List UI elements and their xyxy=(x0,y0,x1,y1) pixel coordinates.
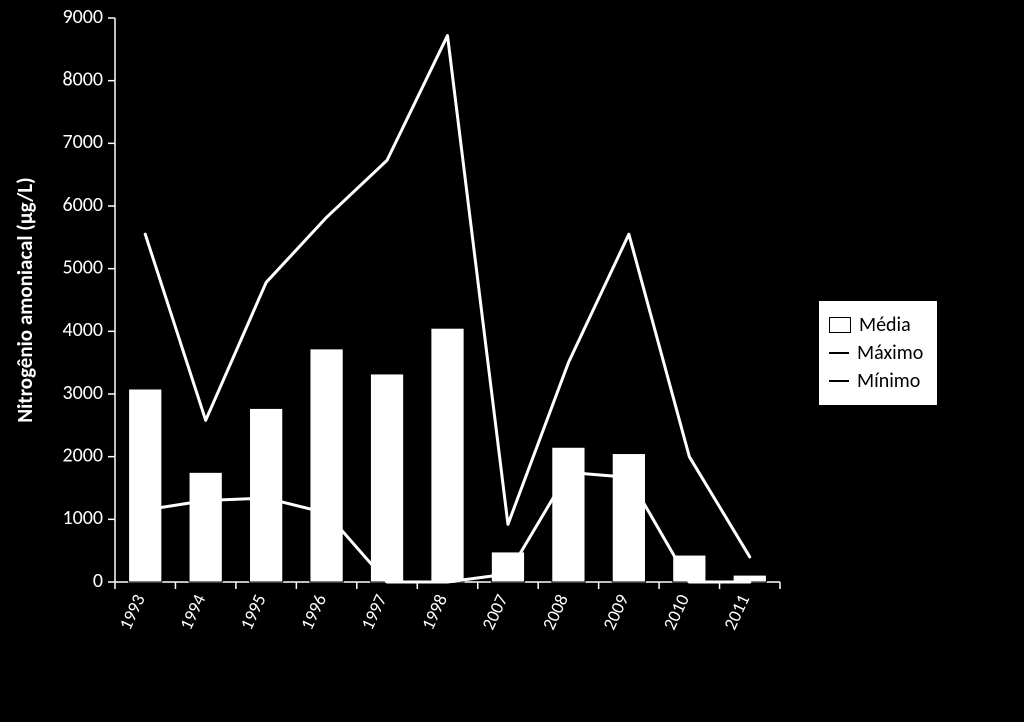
svg-text:0: 0 xyxy=(93,569,103,593)
svg-text:4000: 4000 xyxy=(62,318,103,342)
bar xyxy=(129,389,162,582)
svg-text:8000: 8000 xyxy=(62,67,103,91)
legend-swatch-bar xyxy=(829,317,851,333)
legend-swatch-line xyxy=(829,352,849,354)
legend-label: Média xyxy=(859,313,911,337)
bar xyxy=(189,472,222,582)
bar xyxy=(310,349,343,582)
legend-item-media: Média xyxy=(829,313,923,337)
svg-text:6000: 6000 xyxy=(62,193,103,217)
legend-item-maximo: Máximo xyxy=(829,341,923,365)
legend-label: Máximo xyxy=(857,341,923,365)
svg-text:1000: 1000 xyxy=(62,506,103,530)
bar xyxy=(250,408,283,582)
chart-container: 0 1000 2000 3000 4000 5000 6000 7000 8000 9000 Nit… xyxy=(0,0,1024,722)
bar xyxy=(612,454,645,582)
bar xyxy=(431,328,464,582)
svg-text:9000: 9000 xyxy=(62,5,103,29)
legend-item-minimo: Mínimo xyxy=(829,369,923,393)
legend-label: Mínimo xyxy=(857,369,920,393)
svg-text:7000: 7000 xyxy=(62,130,103,154)
bar xyxy=(552,447,585,582)
legend-swatch-line xyxy=(829,380,849,382)
svg-text:5000: 5000 xyxy=(62,255,103,279)
legend: Média Máximo Mínimo xyxy=(818,300,938,406)
bar xyxy=(370,374,403,582)
svg-text:3000: 3000 xyxy=(62,381,103,405)
svg-text:Nitrogênio amoniacal (µg/L): Nitrogênio amoniacal (µg/L) xyxy=(12,177,38,422)
svg-text:2000: 2000 xyxy=(62,443,103,467)
